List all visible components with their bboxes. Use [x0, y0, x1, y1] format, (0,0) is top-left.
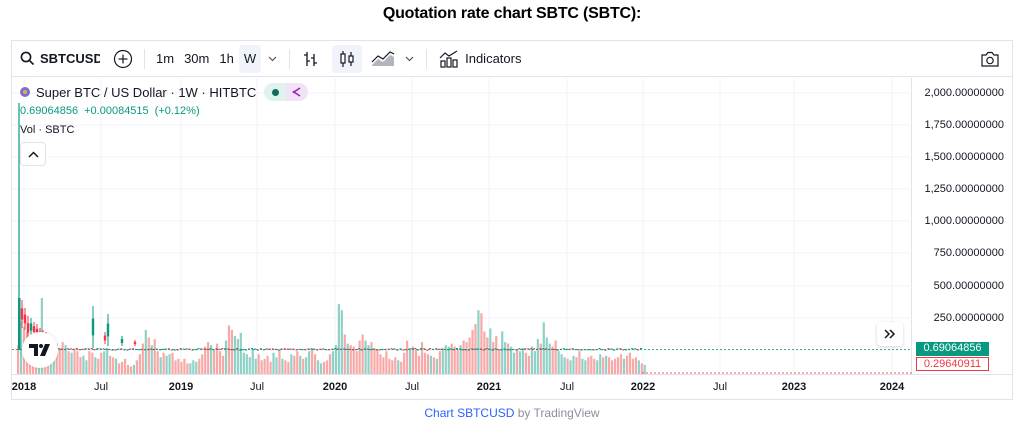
interval-1h[interactable]: 1h — [219, 51, 234, 66]
chart-canvas[interactable] — [12, 78, 912, 374]
candles-style-button[interactable] — [332, 44, 363, 73]
time-tick: 2020 — [322, 381, 348, 393]
attribution-suffix: by TradingView — [514, 406, 600, 420]
time-tick: Jul — [404, 381, 420, 393]
data-delay-icon — [292, 87, 301, 97]
price-tick: 1,500.00000000 — [924, 151, 1004, 163]
candles-chart-icon — [340, 50, 354, 67]
area-style-button[interactable] — [368, 45, 398, 73]
price-axis[interactable]: 2,000.00000000 1,750.00000000 1,500.0000… — [913, 78, 1012, 374]
chevron-down-icon — [268, 56, 277, 61]
price-tick: 2,000.00000000 — [924, 87, 1004, 99]
secondary-price-tag: 0.29640911 — [916, 357, 989, 371]
indicators-label: Indicators — [465, 51, 522, 66]
compare-symbol-button[interactable] — [108, 45, 138, 73]
legend-price: 0.69064856 — [20, 105, 79, 117]
chart-pane[interactable]: Super BTC / US Dollar · 1W · HITBTC 0.69… — [12, 78, 912, 374]
interval-1m[interactable]: 1m — [156, 51, 175, 66]
tradingview-logo-icon — [29, 344, 50, 356]
camera-icon — [981, 51, 999, 67]
chevron-up-icon — [27, 150, 39, 158]
interval-30m[interactable]: 30m — [184, 51, 210, 66]
legend-change-pct: (+0.12%) — [154, 105, 200, 117]
last-price-tag: 0.69064856 — [916, 342, 989, 356]
indicators-icon — [439, 49, 458, 68]
area-chart-icon — [371, 50, 395, 66]
plus-circle-icon — [113, 49, 133, 68]
bars-chart-icon — [304, 51, 318, 66]
interval-dropdown[interactable] — [261, 45, 283, 73]
legend-title: Super BTC / US Dollar · 1W · HITBTC — [36, 84, 257, 100]
time-tick: 2024 — [879, 381, 905, 393]
price-tick: 1,750.00000000 — [924, 119, 1004, 131]
time-tick: Jul — [249, 381, 265, 393]
scroll-to-realtime-button[interactable] — [877, 322, 903, 346]
symbol-text: SBTCUSD — [40, 51, 100, 66]
page-title: Quotation rate chart SBTC (SBTC): — [382, 5, 642, 22]
time-tick: Jul — [559, 381, 575, 393]
volume-legend: Vol · SBTC — [20, 124, 75, 136]
toolbar-divider — [426, 48, 428, 69]
search-icon — [20, 51, 35, 66]
price-tick: 250.00000000 — [933, 312, 1004, 324]
chevron-down-icon — [405, 56, 414, 61]
time-tick: 2022 — [630, 381, 656, 393]
price-tick: 750.00000000 — [933, 247, 1004, 259]
tradingview-logo[interactable] — [22, 332, 58, 368]
time-tick: Jul — [712, 381, 728, 393]
price-tick: 1,000.00000000 — [924, 215, 1004, 227]
snapshot-button[interactable] — [976, 45, 1004, 73]
attribution-footer: Chart SBTCUSD by TradingView — [0, 406, 1024, 420]
time-tick: 2018 — [11, 381, 37, 393]
interval-w[interactable]: W — [238, 44, 262, 73]
price-tick: 1,250.00000000 — [924, 183, 1004, 195]
time-axis[interactable]: 2018 Jul 2019 Jul 2020 Jul 2021 Jul 2022… — [12, 374, 1012, 400]
legend-change: +0.00084515 — [84, 105, 149, 117]
chart-legend: Super BTC / US Dollar · 1W · HITBTC 0.69… — [20, 82, 309, 166]
chart-link[interactable]: Chart SBTCUSD — [424, 406, 515, 420]
time-tick: Jul — [93, 381, 109, 393]
time-tick: 2023 — [781, 381, 807, 393]
double-chevron-right-icon — [884, 329, 896, 339]
toolbar-divider — [144, 48, 145, 69]
toolbar-divider — [289, 48, 291, 69]
market-status-pill[interactable] — [264, 83, 309, 101]
chart-toolbar: SBTCUSD 1m 30m 1h W Indicators — [12, 41, 1012, 77]
price-tick: 500.00000000 — [933, 280, 1004, 292]
coin-icon — [20, 87, 30, 97]
time-tick: 2021 — [476, 381, 502, 393]
bars-style-button[interactable] — [296, 45, 326, 73]
time-tick: 2019 — [168, 381, 194, 393]
chart-widget: SBTCUSD 1m 30m 1h W Indicators — [11, 40, 1013, 400]
market-open-dot-icon — [271, 88, 279, 96]
symbol-search-button[interactable]: SBTCUSD — [12, 45, 100, 73]
indicators-button[interactable]: Indicators — [433, 45, 527, 73]
chart-style-dropdown[interactable] — [398, 45, 420, 73]
collapse-legend-button[interactable] — [20, 142, 46, 166]
